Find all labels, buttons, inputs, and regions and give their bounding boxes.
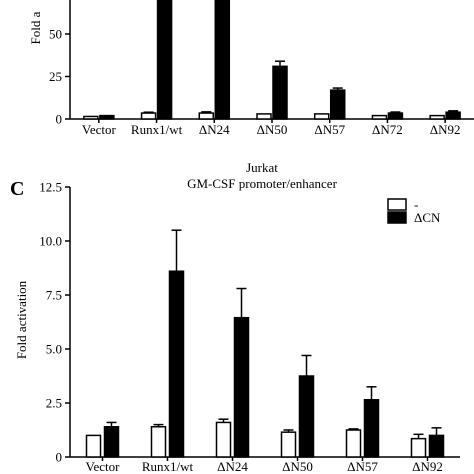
y-tick-label: 25 xyxy=(49,69,62,84)
legend-swatch-minus xyxy=(387,198,407,211)
x-tick-label: ΔN50 xyxy=(257,122,288,137)
x-tick-label: ΔN72 xyxy=(372,122,403,137)
bar-ΔN72-0 xyxy=(371,114,388,120)
y-tick-label: 10.0 xyxy=(39,234,62,249)
chart-title: Jurkat xyxy=(246,160,278,175)
x-tick-label: ΔN57 xyxy=(347,459,378,474)
x-tick-label: ΔN57 xyxy=(314,122,345,137)
bottom-bars xyxy=(85,229,445,458)
bar-Runx1/wt-0 xyxy=(150,426,167,458)
y-tick-label: 5.0 xyxy=(46,342,62,357)
legend-swatch-dcn xyxy=(387,211,407,224)
y-tick-label: 12.5 xyxy=(39,180,62,195)
bar-Runx1/wt-1 xyxy=(156,0,173,120)
bar-ΔN24-0 xyxy=(215,421,232,458)
bar-ΔN24-1 xyxy=(214,0,231,120)
top-axes: 0 25 50 xyxy=(49,0,474,127)
panel-c-label: C xyxy=(10,178,24,200)
bar-Vector-0 xyxy=(85,434,102,458)
bar-ΔN50-0 xyxy=(256,113,272,120)
chart-subtitle: GM-CSF promoter/enhancer xyxy=(187,176,338,191)
x-tick-label: Vector xyxy=(82,122,117,137)
x-tick-label: ΔN50 xyxy=(282,459,313,474)
y-tick-label: 7.5 xyxy=(46,288,62,303)
x-tick-label: ΔN24 xyxy=(199,122,230,137)
bottom-y-axis-label: Fold activation xyxy=(14,280,29,359)
y-tick-label: 2.5 xyxy=(46,396,62,411)
x-tick-label: Runx1/wt xyxy=(131,122,183,137)
bar-ΔN57-1 xyxy=(329,89,346,120)
bar-ΔN92-1 xyxy=(445,111,461,120)
bar-ΔN50-0 xyxy=(280,431,297,458)
bottom-x-tick-labels: Vector Runx1/wt ΔN24 ΔN50 ΔN57 ΔN92 xyxy=(86,459,443,474)
x-tick-label: ΔN92 xyxy=(430,122,461,137)
y-tick-label: 50 xyxy=(49,27,62,42)
top-y-axis-label: Fold a xyxy=(28,11,43,44)
bar-Vector-0 xyxy=(83,115,99,120)
bar-ΔN92-0 xyxy=(410,437,427,458)
bottom-axes: 0 2.5 5.0 7.5 10.0 12.5 xyxy=(39,180,460,465)
bar-ΔN57-0 xyxy=(345,429,362,458)
bar-Runx1/wt-0 xyxy=(140,112,157,120)
bar-ΔN57-0 xyxy=(313,113,330,120)
top-chart: Fold a 0 25 50 Vector Runx1/wt ΔN24 ΔN50 ΔN57 Δ… xyxy=(28,0,474,137)
bar-ΔN57-1 xyxy=(363,399,380,458)
bar-ΔN92-1 xyxy=(428,434,445,458)
bar-ΔN24-0 xyxy=(198,112,215,120)
x-tick-label: ΔN92 xyxy=(412,459,443,474)
y-tick-label: 0 xyxy=(56,112,63,127)
x-tick-label: Runx1/wt xyxy=(142,459,194,474)
legend-label-dcn: ΔCN xyxy=(414,210,441,225)
top-x-tick-labels: Vector Runx1/wt ΔN24 ΔN50 ΔN57 ΔN72 ΔN92 xyxy=(82,122,461,137)
bar-ΔN92-0 xyxy=(429,114,445,120)
x-tick-label: Vector xyxy=(86,459,121,474)
top-bars xyxy=(83,0,461,120)
bottom-chart: Jurkat GM-CSF promoter/enhancer Fold act… xyxy=(14,160,460,474)
bar-ΔN50-1 xyxy=(272,65,288,120)
bar-ΔN50-1 xyxy=(298,375,315,458)
y-tick-label: 0 xyxy=(56,450,63,465)
legend-label-minus: - xyxy=(414,197,418,212)
bar-Vector-1 xyxy=(99,114,115,120)
x-tick-label: ΔN24 xyxy=(217,459,248,474)
bar-ΔN72-1 xyxy=(387,112,404,120)
legend: - ΔCN xyxy=(387,197,441,225)
bar-Runx1/wt-1 xyxy=(168,270,185,458)
bar-ΔN24-1 xyxy=(233,316,250,458)
bar-Vector-1 xyxy=(103,426,120,458)
